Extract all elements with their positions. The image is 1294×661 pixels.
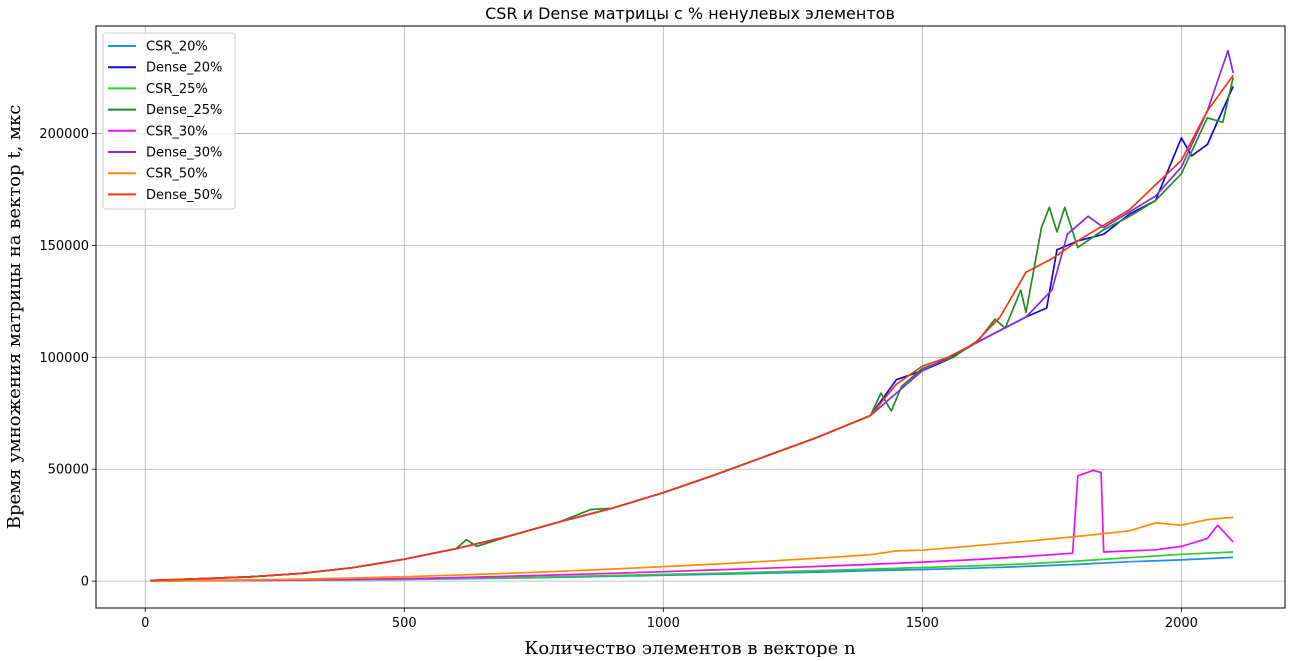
y-tick-label: 100000 — [39, 351, 89, 366]
series-lines — [150, 49, 1235, 582]
x-tick-label: 1000 — [647, 616, 680, 631]
x-axis-label: Количество элементов в векторе n — [524, 638, 856, 657]
y-axis-label: Время умножения матрицы на вектор t, мкс — [4, 105, 25, 530]
x-tick-label: 1500 — [906, 616, 939, 631]
axis-ticks: 0 500 1000 1500 2000 0 50000 100000 150000 200000 — [39, 127, 1198, 631]
legend-entry: Dense_50% — [146, 188, 222, 203]
legend-entry: Dense_20% — [146, 61, 222, 76]
y-tick-label: 150000 — [39, 239, 89, 254]
series-line-4 — [150, 469, 1234, 582]
y-tick-label: 200000 — [39, 127, 89, 142]
plot-frame — [95, 25, 1286, 609]
legend-entry: CSR_30% — [146, 124, 208, 139]
x-tick-label: 0 — [141, 616, 149, 631]
legend: CSR_20% Dense_20% CSR_25% Dense_25% CSR_30% D… — [102, 32, 236, 210]
legend-entry: Dense_25% — [146, 103, 222, 118]
y-tick-label: 0 — [81, 575, 89, 590]
legend-entry: CSR_25% — [146, 82, 208, 97]
plot-background — [96, 26, 1285, 608]
legend-box — [102, 32, 236, 210]
x-tick-label: 2000 — [1165, 616, 1198, 631]
chart-title: CSR и Dense матрицы с % ненулевых элемен… — [485, 4, 895, 23]
legend-entry: CSR_50% — [146, 167, 208, 182]
legend-entry: Dense_30% — [146, 146, 222, 161]
series-line-7 — [150, 74, 1234, 582]
legend-entry: CSR_20% — [146, 40, 208, 55]
x-tick-label: 500 — [392, 616, 417, 631]
series-line-6 — [150, 516, 1234, 582]
series-line-3 — [150, 77, 1235, 582]
y-tick-label: 50000 — [48, 463, 89, 478]
